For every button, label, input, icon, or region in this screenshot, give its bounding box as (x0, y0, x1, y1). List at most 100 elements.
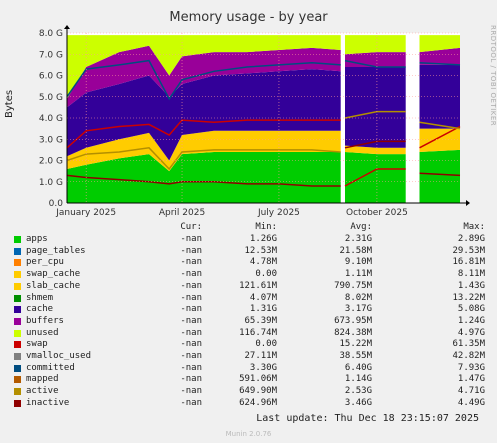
legend-series-name: swap (26, 339, 48, 350)
legend-series-name: per_cpu (26, 257, 64, 268)
legend-value-min: 0.00 (255, 339, 277, 350)
legend-value-cur: -nan (180, 292, 202, 303)
area-unused-seg0 (67, 35, 341, 99)
legend-value-cur: -nan (180, 374, 202, 385)
legend-value-max: 4.71G (457, 386, 485, 397)
line-active-seg2 (419, 121, 461, 130)
legend-value-max: 16.81M (452, 257, 485, 268)
y-tick-label: 7.0 G (39, 50, 63, 60)
line-inactive-seg2 (419, 172, 461, 177)
legend-series-name: committed (26, 362, 75, 373)
legend-value-max: 8.11M (457, 269, 485, 280)
legend-swatch (14, 388, 21, 396)
legend-series-name: shmem (26, 292, 54, 303)
legend-value-cur: -nan (180, 386, 202, 397)
legend-series-name: vmalloc_used (26, 351, 92, 361)
legend-value-avg: 3.46G (344, 397, 372, 408)
legend-swatch (14, 329, 21, 337)
legend-value-max: 4.97G (457, 327, 485, 338)
legend-value-cur: -nan (180, 327, 202, 338)
legend-value-min: 591.06M (239, 374, 277, 385)
legend-series-name: unused (26, 327, 59, 338)
legend-value-avg: 38.55M (339, 351, 372, 361)
legend-value-min: 624.96M (239, 397, 277, 408)
area-cache-seg1 (345, 67, 406, 148)
x-tick-label: October 2025 (346, 208, 408, 218)
area-buffers-seg0 (67, 45, 341, 108)
legend-series-name: buffers (26, 315, 64, 326)
area-apps-seg1 (345, 152, 406, 203)
legend-value-avg: 21.58M (339, 245, 372, 256)
legend-swatch (14, 341, 21, 349)
legend-swatch (14, 271, 21, 279)
chart-title: Memory usage - by year (169, 10, 328, 25)
chart-plot: 0.0 1.0 G 2.0 G 3.0 G 4.0 G 5.0 G 6.0 G 7.0 G 8.… (39, 25, 470, 218)
y-tick-label: 8.0 G (39, 29, 63, 39)
legend-value-max: 7.93G (457, 362, 485, 373)
legend-value-cur: -nan (180, 245, 202, 256)
last-update-text: Last update: Thu Dec 18 23:15:07 2025 (256, 413, 479, 424)
legend-value-max: 42.82M (452, 351, 485, 361)
legend-value-max: 5.08G (457, 304, 485, 315)
area-buffers-seg2 (419, 47, 460, 65)
rrdtool-watermark: RRDTOOL / TOBI OETIKER (489, 25, 497, 127)
legend-series-name: slab_cache (26, 280, 81, 291)
legend-value-avg: 1.11M (344, 269, 372, 280)
line-committed-seg2 (419, 62, 461, 66)
legend-value-cur: -nan (180, 339, 202, 350)
legend-value-max: 2.89G (457, 234, 485, 244)
area-apps-seg0 (67, 152, 341, 203)
legend-value-max: 1.24G (457, 315, 485, 326)
legend-value-cur: -nan (180, 234, 202, 244)
area-slab_cache-seg2 (419, 128, 460, 152)
x-tick-label: April 2025 (159, 208, 205, 218)
y-tick-label: 4.0 G (39, 114, 63, 124)
legend-value-max: 1.47G (457, 374, 485, 385)
legend-value-cur: -nan (180, 351, 202, 361)
y-tick-label: 2.0 G (39, 157, 63, 167)
legend-value-avg: 790.75M (334, 280, 372, 291)
legend-value-min: 27.11M (244, 351, 277, 361)
legend-swatch (14, 282, 21, 290)
legend-series-name: page_tables (26, 245, 86, 256)
legend-value-max: 13.22M (452, 292, 485, 303)
area-unused-seg1 (345, 35, 406, 55)
legend-value-min: 1.31G (249, 304, 277, 315)
legend-value-max: 4.49G (457, 397, 485, 408)
legend-header-max: Max: (463, 222, 485, 232)
legend-swatch (14, 306, 21, 314)
x-tick-label: January 2025 (55, 208, 116, 218)
legend-value-min: 4.07M (249, 292, 277, 303)
legend-value-min: 649.90M (239, 386, 277, 397)
y-tick-label: 3.0 G (39, 135, 63, 145)
legend-swatch (14, 376, 21, 384)
legend-value-cur: -nan (180, 257, 202, 268)
line-active-seg0 (66, 147, 341, 171)
legend-value-avg: 2.31G (344, 234, 372, 244)
legend-header-min: Min: (255, 222, 277, 232)
legend-swatch (14, 353, 21, 360)
legend-value-cur: -nan (180, 315, 202, 326)
legend-series-name: mapped (26, 374, 59, 385)
area-unused-seg2 (419, 35, 460, 53)
y-axis-arrow (64, 25, 70, 29)
legend-value-max: 29.53M (452, 245, 485, 256)
legend-series-name: swap_cache (26, 269, 81, 280)
legend-value-cur: -nan (180, 397, 202, 408)
legend-value-avg: 1.14G (344, 374, 372, 385)
legend-value-cur: -nan (180, 280, 202, 291)
legend-value-min: 121.61M (239, 280, 277, 291)
line-swap-seg2 (419, 125, 461, 149)
legend-value-avg: 3.17G (344, 304, 372, 315)
legend-series-name: active (26, 386, 59, 397)
line-committed-seg0 (66, 59, 341, 101)
legend-value-min: 65.39M (244, 315, 277, 326)
legend-value-avg: 9.10M (344, 257, 372, 268)
legend-header-avg: Avg: (350, 222, 372, 232)
legend-series-name: inactive (26, 397, 70, 408)
legend-series-name: cache (26, 304, 54, 315)
area-apps-seg2 (419, 149, 460, 203)
y-tick-label: 0.0 (49, 199, 64, 209)
legend-value-avg: 673.95M (334, 315, 372, 326)
legend-value-cur: -nan (180, 362, 202, 373)
